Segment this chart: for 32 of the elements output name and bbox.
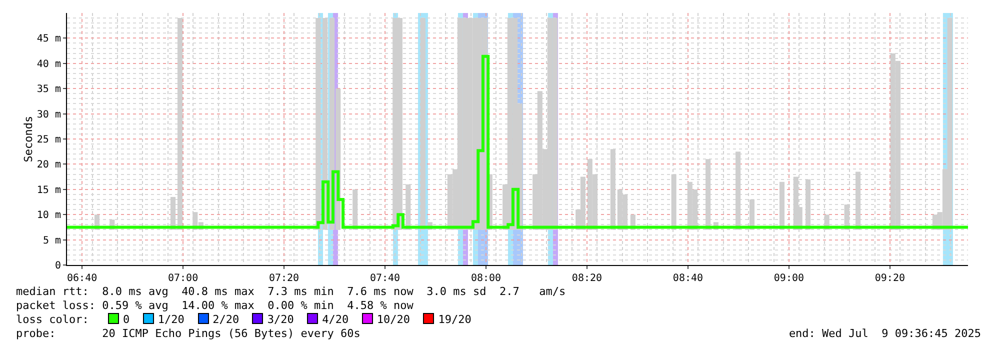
- y-tick-label: 30 m: [36, 109, 61, 120]
- text: 19/20: [438, 313, 472, 326]
- y-tick-label: 0: [54, 260, 61, 272]
- text: median rtt: 8.0 ms avg 40.8 ms max 7.3 ms min 7.6 ms now 3.0 ms sd 2.7 am/s: [16, 285, 566, 298]
- text: end: Wed Jul 9 09:36:45 2025: [788, 327, 981, 340]
- text: loss color:: [16, 313, 89, 326]
- x-tick-label: 06:40: [66, 273, 98, 284]
- y-axis-title: Seconds: [22, 116, 35, 162]
- text: 0: [123, 313, 130, 326]
- text: 2/20: [212, 313, 240, 326]
- text: 4/20: [322, 313, 349, 326]
- y-tick-label: 40 m: [36, 58, 61, 70]
- x-tick-label: 09:00: [774, 273, 804, 284]
- text: probe: 20 ICMP Echo Pings (56 Bytes) every 60s: [16, 327, 360, 340]
- text: 10/20: [376, 313, 410, 326]
- text: packet loss: 0.59 % avg 14.00 % max 0.00 % min 4.58 % now: [16, 299, 414, 312]
- x-tick-label: 07:00: [168, 273, 198, 284]
- y-tick-label: 20 m: [36, 160, 61, 171]
- x-tick-label: 08:20: [572, 273, 602, 284]
- x-tick-label: 08:40: [672, 273, 704, 284]
- x-tick-label: 09:20: [874, 273, 905, 284]
- y-tick-label: 10 m: [36, 210, 61, 222]
- x-tick-label: 07:20: [268, 273, 300, 284]
- x-tick-label: 07:40: [370, 273, 400, 284]
- y-tick-label: 5 m: [42, 235, 61, 246]
- text: 3/20: [267, 313, 294, 326]
- y-tick-label: 15 m: [36, 184, 61, 196]
- text: 1/20: [158, 313, 184, 326]
- y-tick-label: 35 m: [36, 84, 61, 96]
- y-tick-label: 25 m: [36, 134, 61, 146]
- y-tick-label: 45 m: [36, 34, 61, 45]
- x-tick-label: 08:00: [470, 273, 502, 284]
